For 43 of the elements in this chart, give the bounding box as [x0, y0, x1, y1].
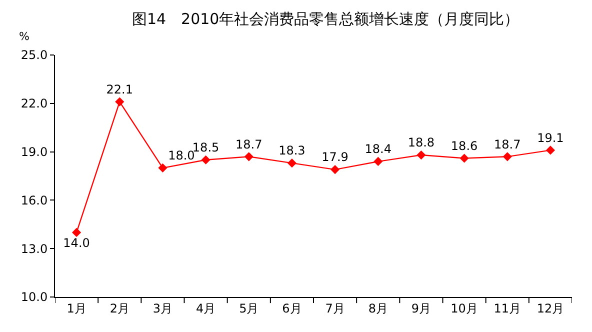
- data-label: 17.9: [322, 150, 348, 164]
- data-label: 19.1: [537, 130, 564, 145]
- point: [502, 152, 512, 162]
- y-tick-label: 19.0: [20, 145, 48, 159]
- data-label: 18.7: [236, 137, 262, 152]
- point: [416, 150, 426, 160]
- x-tick-label: 12月: [536, 301, 564, 316]
- data-label: 18.4: [364, 142, 392, 156]
- x-tick-label: 8月: [368, 301, 388, 316]
- y-tick-label: 22.0: [20, 96, 48, 111]
- point: [374, 156, 383, 166]
- x-tick-label: 4月: [196, 301, 216, 316]
- data-label: 18.7: [494, 137, 521, 152]
- point: [244, 152, 254, 162]
- y-tick-label: 25.0: [20, 48, 48, 62]
- x-tick-label: 10月: [450, 301, 478, 316]
- y-axis-title: %: [19, 30, 30, 43]
- chart-title: 图14 2010年社会消费品零售总额增长速度（月度同比）: [132, 10, 520, 28]
- data-label: 18.0: [168, 148, 195, 163]
- x-tick-label: 3月: [152, 301, 173, 316]
- y-tick-label: 16.0: [20, 193, 48, 208]
- x-tick-label: 1月: [66, 301, 86, 316]
- x-tick-label: 5月: [239, 301, 259, 316]
- y-tick-label: 13.0: [20, 242, 48, 256]
- point: [158, 163, 168, 172]
- point: [330, 165, 340, 174]
- x-tick-label: 7月: [325, 301, 345, 316]
- point: [546, 146, 556, 155]
- data-label: 18.8: [408, 136, 435, 150]
- point: [72, 228, 82, 238]
- data-label: 14.0: [63, 236, 90, 250]
- data-label: 18.3: [278, 144, 306, 158]
- point: [201, 155, 210, 164]
- y-tick-label: 10.0: [20, 290, 48, 304]
- x-tick-label: 6月: [282, 301, 302, 316]
- x-tick-label: 2月: [110, 301, 130, 316]
- data-label: 22.1: [106, 82, 133, 96]
- data-label: 18.6: [450, 138, 478, 153]
- point: [287, 158, 297, 168]
- x-tick-label: 11月: [494, 301, 522, 316]
- point: [115, 97, 124, 106]
- point: [460, 154, 469, 163]
- x-tick-label: 9月: [411, 301, 432, 316]
